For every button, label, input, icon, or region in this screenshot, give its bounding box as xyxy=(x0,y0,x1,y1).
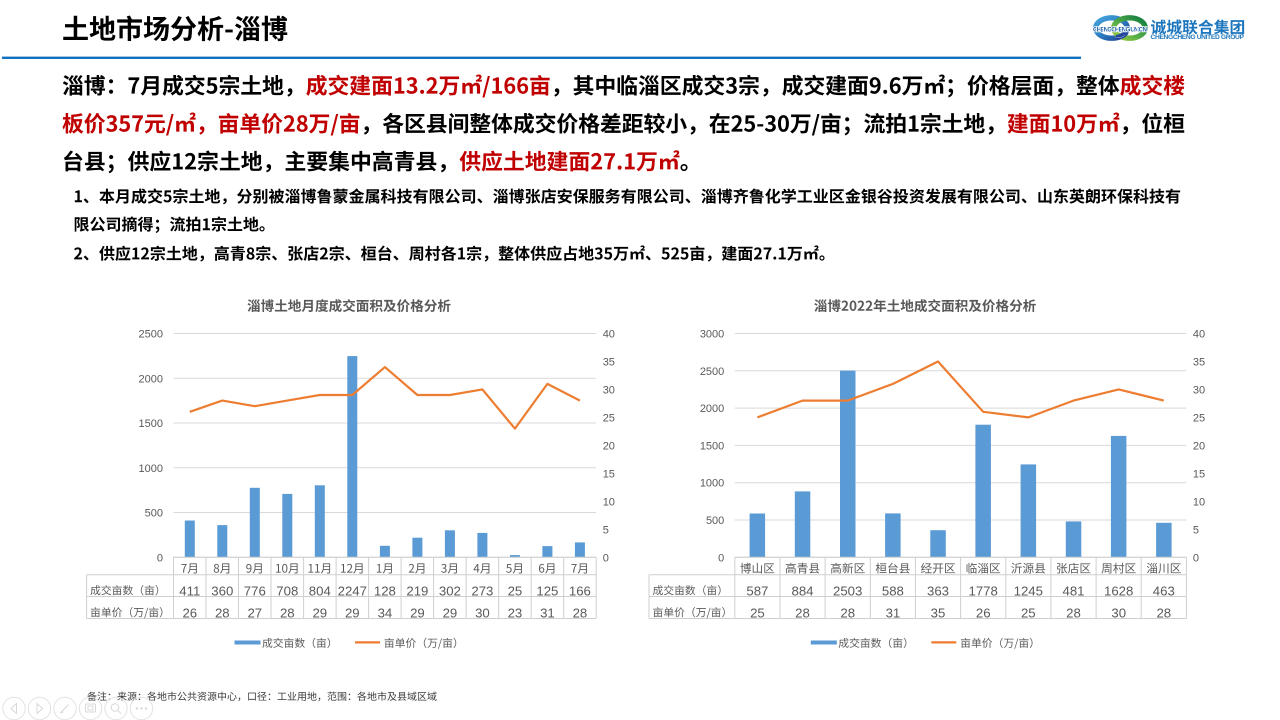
svg-text:5: 5 xyxy=(1193,524,1199,536)
svg-text:28: 28 xyxy=(215,605,230,620)
svg-text:29: 29 xyxy=(410,605,425,620)
svg-text:1628: 1628 xyxy=(1104,583,1133,598)
svg-text:363: 363 xyxy=(927,583,949,598)
svg-text:26: 26 xyxy=(976,605,991,620)
svg-text:0: 0 xyxy=(718,552,724,564)
svg-text:411: 411 xyxy=(179,583,200,598)
svg-text:28: 28 xyxy=(840,605,855,620)
svg-text:804: 804 xyxy=(309,583,331,598)
svg-text:29: 29 xyxy=(443,605,458,620)
svg-text:219: 219 xyxy=(406,583,428,598)
svg-text:29: 29 xyxy=(312,605,327,620)
svg-text:28: 28 xyxy=(1156,605,1171,620)
svg-text:1245: 1245 xyxy=(1014,583,1043,598)
svg-text:15: 15 xyxy=(1193,468,1205,480)
svg-text:25: 25 xyxy=(508,583,523,598)
svg-text:26: 26 xyxy=(182,605,197,620)
svg-text:30: 30 xyxy=(475,605,490,620)
svg-text:29: 29 xyxy=(345,605,360,620)
svg-text:166: 166 xyxy=(569,583,591,598)
svg-text:500: 500 xyxy=(706,515,724,527)
svg-text:2000: 2000 xyxy=(139,373,163,385)
svg-text:481: 481 xyxy=(1062,583,1084,598)
svg-text:273: 273 xyxy=(471,583,493,598)
svg-text:0: 0 xyxy=(603,552,609,564)
svg-text:10: 10 xyxy=(603,496,615,508)
svg-text:500: 500 xyxy=(145,508,163,520)
svg-text:1500: 1500 xyxy=(139,418,163,430)
svg-text:5: 5 xyxy=(603,524,609,536)
svg-text:10: 10 xyxy=(1193,496,1205,508)
svg-text:30: 30 xyxy=(1193,384,1205,396)
svg-text:0: 0 xyxy=(1193,552,1199,564)
svg-text:588: 588 xyxy=(882,583,904,598)
svg-text:31: 31 xyxy=(886,605,901,620)
svg-text:776: 776 xyxy=(244,583,266,598)
svg-text:28: 28 xyxy=(280,605,295,620)
svg-text:1000: 1000 xyxy=(700,478,724,490)
svg-text:360: 360 xyxy=(211,583,233,598)
svg-text:1500: 1500 xyxy=(700,440,724,452)
svg-text:27: 27 xyxy=(247,605,262,620)
svg-text:125: 125 xyxy=(536,583,558,598)
svg-text:0: 0 xyxy=(157,552,163,564)
svg-text:2503: 2503 xyxy=(833,583,862,598)
svg-text:20: 20 xyxy=(1193,440,1205,452)
svg-text:35: 35 xyxy=(931,605,946,620)
svg-text:15: 15 xyxy=(603,468,615,480)
svg-text:25: 25 xyxy=(603,412,615,424)
svg-text:30: 30 xyxy=(603,384,615,396)
svg-text:35: 35 xyxy=(1193,357,1205,369)
svg-text:25: 25 xyxy=(750,605,765,620)
svg-text:31: 31 xyxy=(540,605,555,620)
svg-text:28: 28 xyxy=(573,605,588,620)
svg-text:587: 587 xyxy=(746,583,768,598)
svg-text:28: 28 xyxy=(795,605,810,620)
svg-text:3000: 3000 xyxy=(700,329,724,341)
svg-text:302: 302 xyxy=(439,583,461,598)
svg-text:2000: 2000 xyxy=(700,403,724,415)
svg-text:2500: 2500 xyxy=(700,366,724,378)
svg-text:20: 20 xyxy=(603,440,615,452)
svg-text:128: 128 xyxy=(374,583,396,598)
svg-text:2247: 2247 xyxy=(338,583,367,598)
svg-text:25: 25 xyxy=(1193,412,1205,424)
svg-text:35: 35 xyxy=(603,357,615,369)
svg-text:40: 40 xyxy=(603,329,615,341)
svg-text:2500: 2500 xyxy=(139,329,163,341)
svg-text:1778: 1778 xyxy=(969,583,998,598)
svg-text:1000: 1000 xyxy=(139,463,163,475)
svg-text:708: 708 xyxy=(276,583,298,598)
svg-text:23: 23 xyxy=(508,605,523,620)
svg-text:28: 28 xyxy=(1066,605,1081,620)
svg-text:463: 463 xyxy=(1153,583,1175,598)
svg-text:40: 40 xyxy=(1193,329,1205,341)
svg-text:34: 34 xyxy=(378,605,393,620)
svg-text:CHENGCHENG UNITED GROUP: CHENGCHENG UNITED GROUP xyxy=(1151,34,1245,41)
svg-text:884: 884 xyxy=(791,583,813,598)
svg-text:30: 30 xyxy=(1111,605,1126,620)
svg-text:CHENGCHENG UNION: CHENGCHENG UNION xyxy=(1093,26,1148,33)
svg-text:25: 25 xyxy=(1021,605,1036,620)
